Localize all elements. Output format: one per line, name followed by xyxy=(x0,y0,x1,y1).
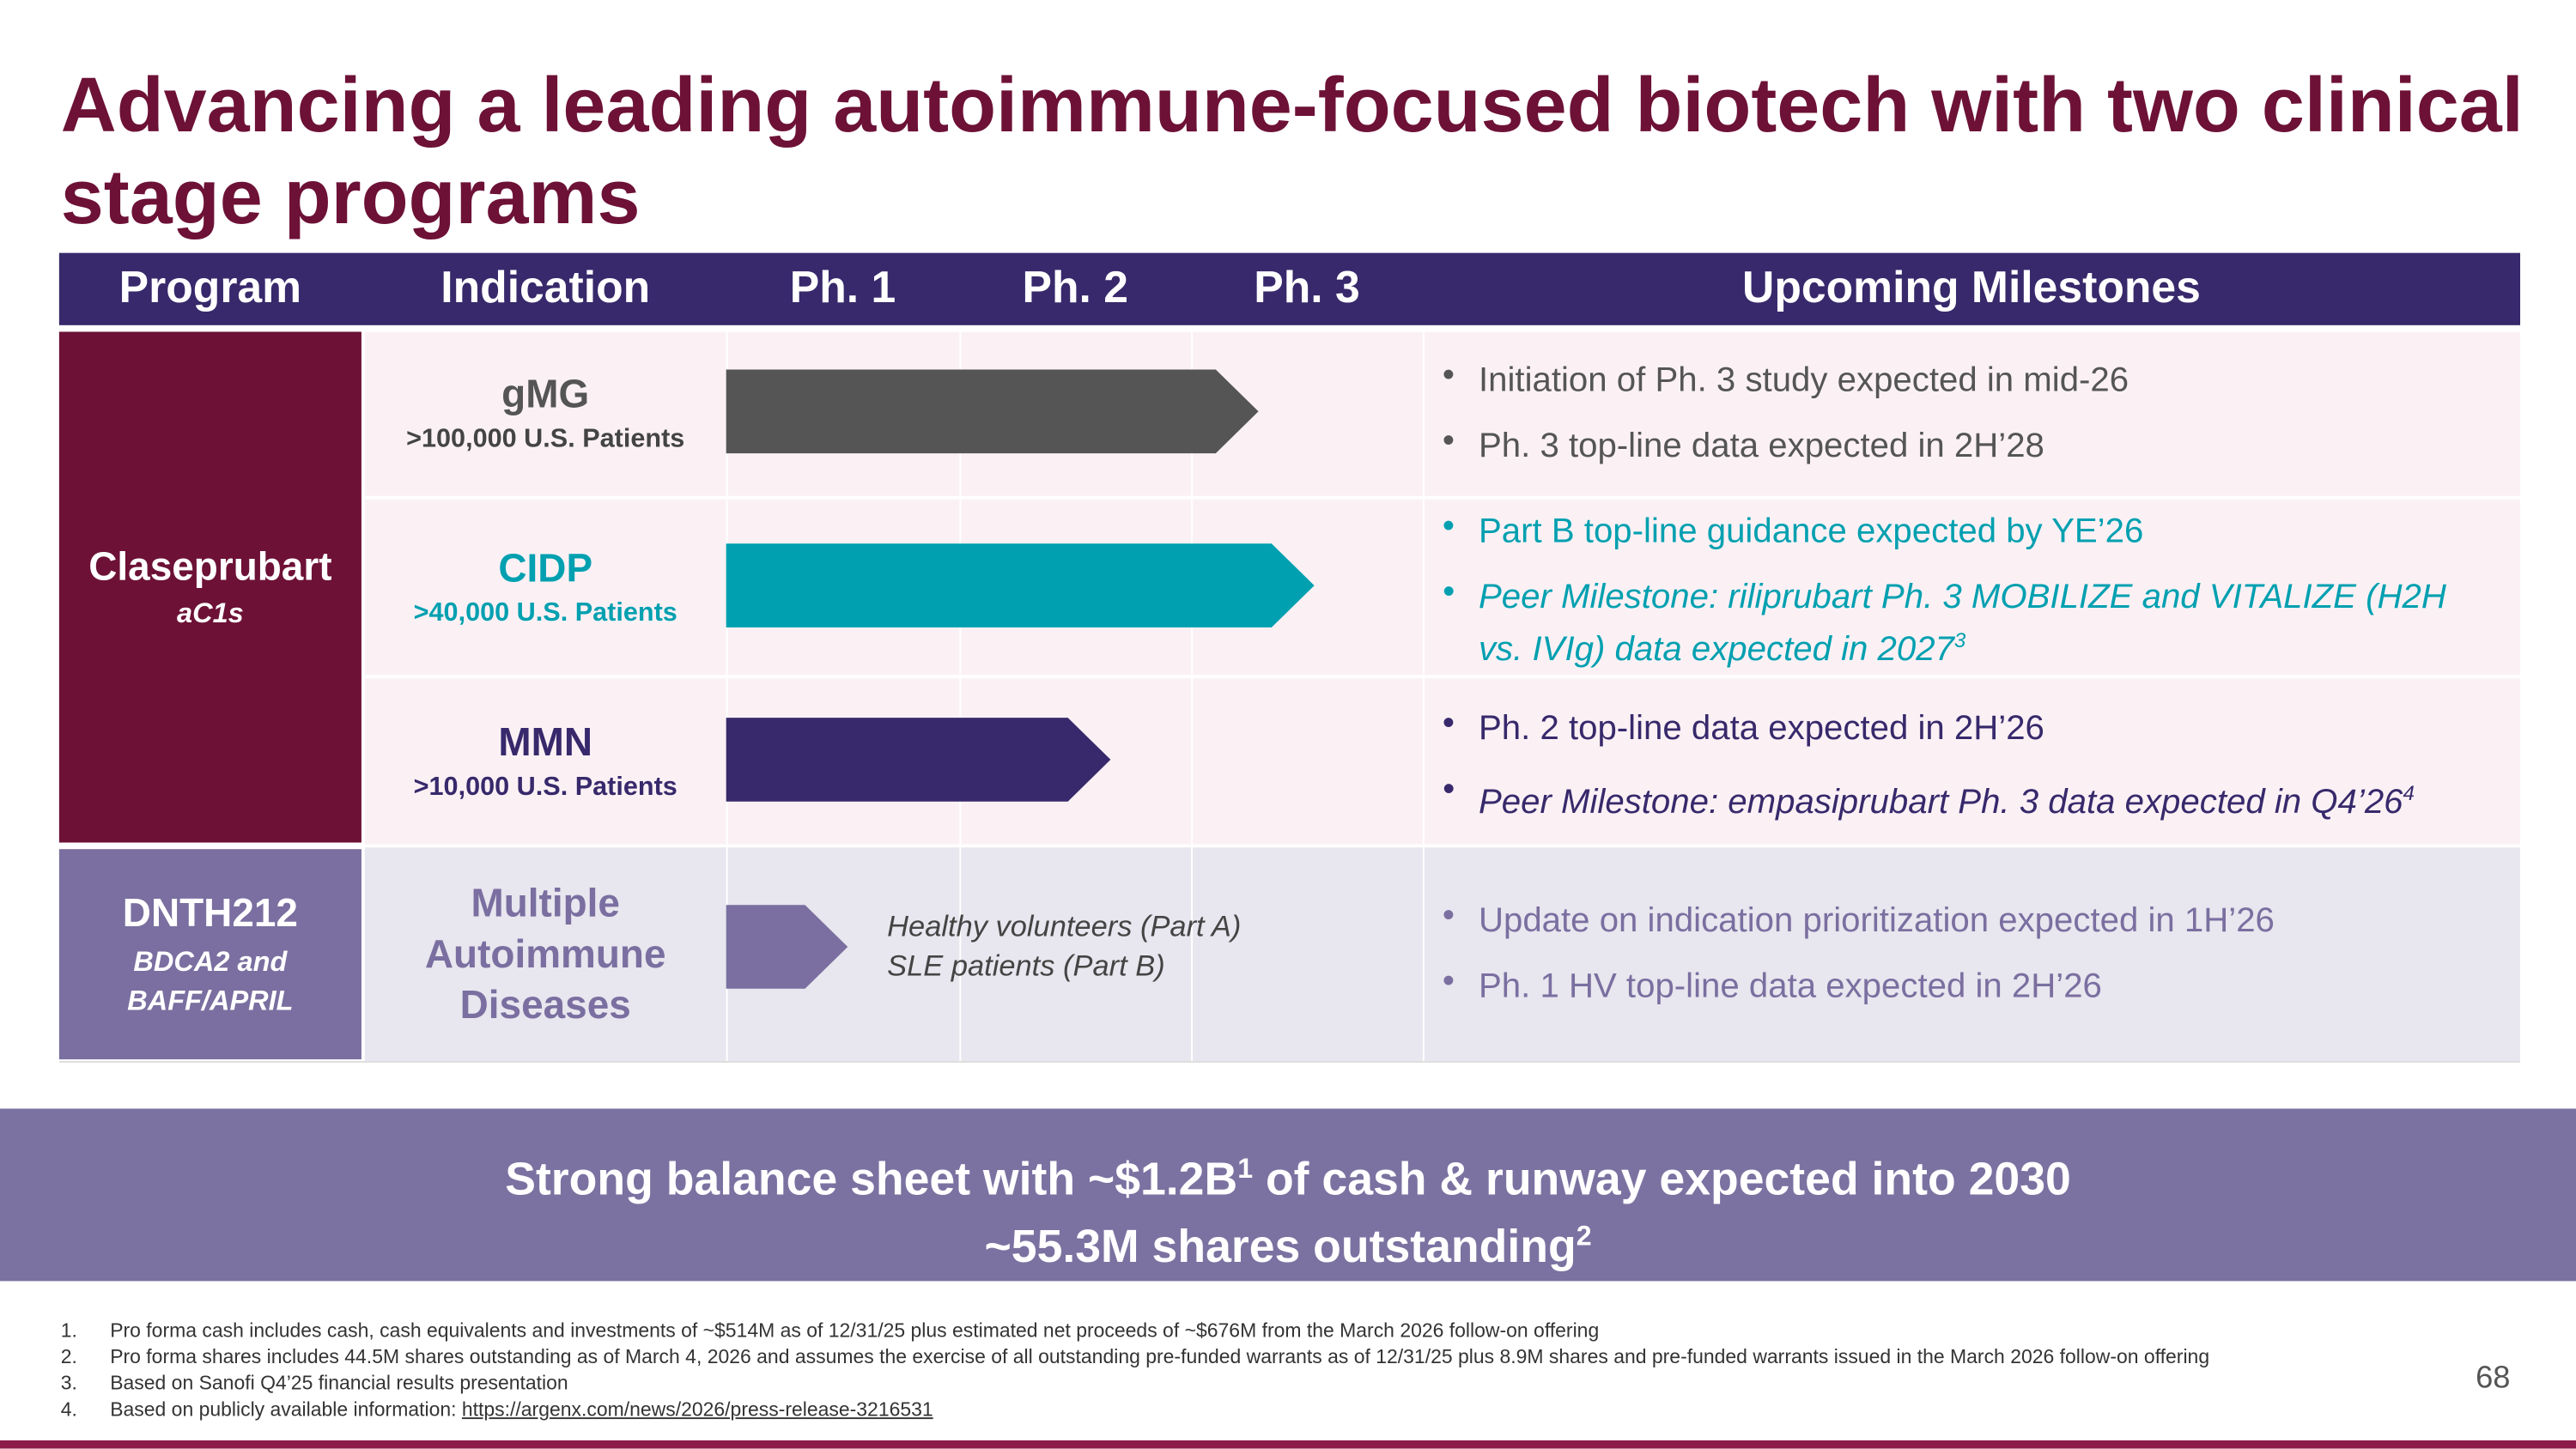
text: of cash & runway expected into 2030 xyxy=(1253,1153,2071,1205)
program-cell xyxy=(58,849,361,1060)
divider xyxy=(58,1060,2521,1063)
header-bar xyxy=(58,252,2521,325)
phase-arrow xyxy=(726,905,848,989)
footnote-text: Based on publicly available information: xyxy=(110,1397,462,1422)
note-line: Healthy volunteers (Part A) xyxy=(887,909,1242,943)
divider xyxy=(1191,331,1194,1061)
indication: MMN xyxy=(498,720,593,766)
footnote-number: 3. xyxy=(60,1371,77,1395)
divider xyxy=(364,495,2521,500)
text: Strong balance sheet with ~$1.2B xyxy=(505,1153,1238,1205)
milestone: Part B top-line guidance expected by YE’… xyxy=(1443,504,2494,554)
banner xyxy=(0,1108,2576,1282)
header: Program xyxy=(118,263,302,312)
milestones: Ph. 2 top-line data expected in 2H’26 Pe… xyxy=(1443,701,2527,846)
divider xyxy=(959,331,962,1061)
superscript: 1 xyxy=(1237,1153,1254,1185)
footnote: 3. Based on Sanofi Q4’25 financial result… xyxy=(61,1372,2459,1395)
patients: >40,000 U.S. Patients xyxy=(413,599,677,627)
title: Advancing a leading autoimmune-focused b… xyxy=(60,60,2524,240)
superscript: 2 xyxy=(1576,1221,1592,1252)
phase-arrow xyxy=(726,369,1259,454)
milestone: Peer Milestone: riliprubart Ph. 3 MOBILI… xyxy=(1443,570,2494,672)
header: Ph. 1 xyxy=(789,263,896,312)
program-target: BDCA2 and BAFF/APRIL xyxy=(127,946,294,1017)
milestones: Part B top-line guidance expected by YE’… xyxy=(1443,504,2494,693)
milestone-text: Peer Milestone: riliprubart Ph. 3 MOBILI… xyxy=(1478,578,2446,669)
banner-line: ~55.3M shares outstanding2 xyxy=(0,1208,2576,1276)
program-name: DNTH212 xyxy=(122,891,298,937)
milestone: Peer Milestone: empasiprubart Ph. 3 data… xyxy=(1443,767,2527,824)
note-line: SLE patients (Part B) xyxy=(887,949,1165,983)
footnote-text: Pro forma shares includes 44.5M shares o… xyxy=(110,1344,2210,1368)
milestone: Update on indication prioritization expe… xyxy=(1443,894,2494,943)
milestones: Initiation of Ph. 3 study expected in mi… xyxy=(1443,353,2494,489)
divider xyxy=(726,331,728,1061)
superscript: 3 xyxy=(1953,628,1966,652)
text: ~55.3M shares outstanding xyxy=(984,1221,1577,1273)
footnote: 4. Based on publicly available informatio… xyxy=(61,1397,2459,1421)
phase-arrow xyxy=(726,543,1315,627)
header: Ph. 3 xyxy=(1254,263,1360,312)
milestone: Ph. 3 top-line data expected in 2H’28 xyxy=(1443,419,2494,469)
patients: >100,000 U.S. Patients xyxy=(406,425,685,454)
footnote-text: Pro forma cash includes cash, cash equiv… xyxy=(110,1319,1600,1343)
banner-text: Strong balance sheet with ~$1.2B1 of cas… xyxy=(0,1140,2576,1276)
divider xyxy=(364,675,2521,679)
milestone: Ph. 2 top-line data expected in 2H’26 xyxy=(1443,701,2527,751)
page-number: 68 xyxy=(2476,1361,2511,1397)
milestones: Update on indication prioritization expe… xyxy=(1443,894,2494,1030)
row-bg xyxy=(364,847,2521,1061)
footnote-link[interactable]: https://argenx.com/news/2026/press-relea… xyxy=(461,1397,933,1422)
footnote: 1. Pro forma cash includes cash, cash equ… xyxy=(61,1319,2459,1342)
program-name: Claseprubart xyxy=(88,545,332,590)
footnote-number: 1. xyxy=(60,1319,77,1343)
superscript: 4 xyxy=(2403,781,2415,805)
header: Ph. 2 xyxy=(1022,263,1128,312)
divider xyxy=(1422,331,1425,1061)
header: Indication xyxy=(440,263,651,312)
note: Healthy volunteers (Part A) SLE patients… xyxy=(887,906,1241,985)
bottom-rule xyxy=(0,1440,2576,1449)
indication: gMG xyxy=(501,373,590,417)
indication: CIDP xyxy=(498,547,593,591)
phase-arrow xyxy=(726,718,1111,802)
footnote: 2. Pro forma shares includes 44.5M shares… xyxy=(61,1345,2459,1368)
footnote-number: 4. xyxy=(60,1397,77,1422)
program-cell xyxy=(58,331,361,843)
footnote-text: Based on Sanofi Q4’25 financial results … xyxy=(110,1371,568,1395)
milestone: Initiation of Ph. 3 study expected in mi… xyxy=(1443,353,2494,403)
patients: >10,000 U.S. Patients xyxy=(413,773,677,802)
indication: Multiple Autoimmune Diseases xyxy=(424,882,666,1028)
milestone-text: Peer Milestone: empasiprubart Ph. 3 data… xyxy=(1478,783,2403,822)
header: Upcoming Milestones xyxy=(1742,263,2201,312)
footnote-number: 2. xyxy=(60,1344,77,1368)
banner-line: Strong balance sheet with ~$1.2B1 of cas… xyxy=(0,1140,2576,1208)
program-target: aC1s xyxy=(177,597,244,629)
milestone: Ph. 1 HV top-line data expected in 2H’26 xyxy=(1443,959,2494,1009)
